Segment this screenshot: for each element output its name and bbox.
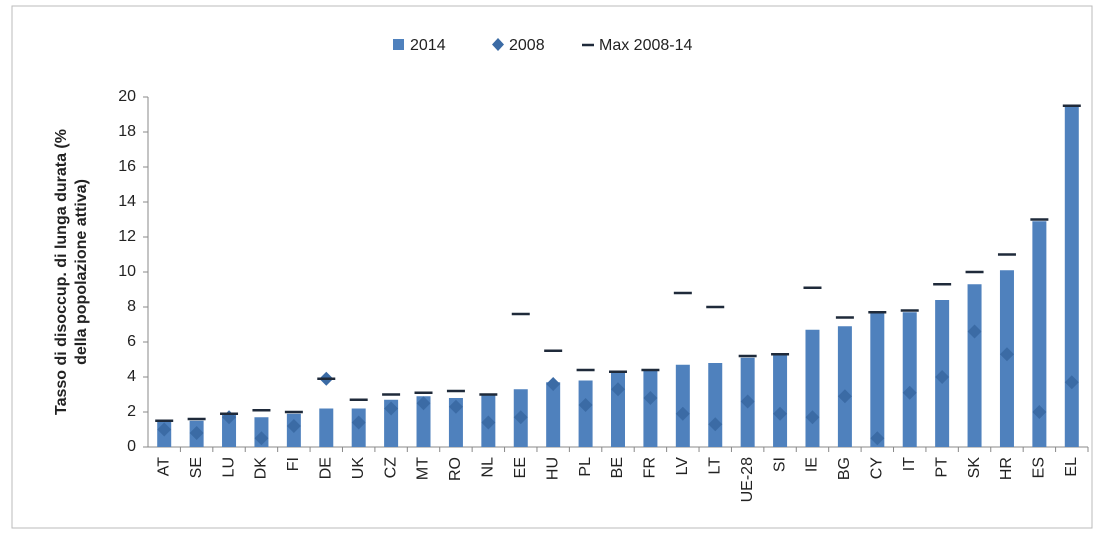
bar xyxy=(870,312,885,447)
y-tick-label: 6 xyxy=(127,333,136,350)
x-tick-label: FI xyxy=(285,457,302,471)
bar xyxy=(222,413,237,447)
legend-label: Max 2008-14 xyxy=(599,37,692,54)
diamond-marker xyxy=(578,398,593,412)
diamond-marker xyxy=(1064,375,1079,390)
y-tick-label: 10 xyxy=(118,263,136,280)
x-tick-label: LT xyxy=(706,457,723,475)
x-tick-label: FR xyxy=(642,457,659,478)
bar xyxy=(902,312,917,447)
x-tick-label: NL xyxy=(480,457,497,478)
bar xyxy=(546,382,561,447)
bar xyxy=(773,354,788,447)
x-tick-label: MT xyxy=(415,457,432,480)
diamond-marker xyxy=(967,324,982,339)
bar xyxy=(967,284,982,447)
diamond-marker xyxy=(189,426,204,440)
x-tick-label: HR xyxy=(998,457,1015,480)
diamond-marker xyxy=(999,347,1014,362)
legend-icon xyxy=(492,38,504,51)
x-tick-label: UE-28 xyxy=(739,457,756,502)
diamond-marker xyxy=(481,415,496,430)
diamond-marker xyxy=(546,377,561,391)
diamond-marker xyxy=(1032,405,1047,419)
x-tick-label: EE xyxy=(512,457,529,478)
diamond-marker xyxy=(935,370,950,384)
diamond-marker xyxy=(351,415,366,430)
bar xyxy=(416,396,431,447)
x-tick-label: BE xyxy=(609,457,626,478)
diamond-marker xyxy=(286,419,301,433)
x-tick-label: CY xyxy=(869,457,886,480)
frame xyxy=(11,5,1093,529)
x-tick-label: SE xyxy=(188,457,205,478)
diamond-marker xyxy=(837,389,852,404)
bar xyxy=(1064,105,1079,447)
x-tick-label: DE xyxy=(317,457,334,479)
x-tick-label: EL xyxy=(1063,457,1080,477)
diamond-marker xyxy=(675,406,690,421)
x-tick-label: PT xyxy=(933,457,950,478)
y-tick-label: 14 xyxy=(118,193,136,210)
x-tick-label: UK xyxy=(350,457,367,480)
diamond-marker xyxy=(643,391,658,405)
diamond-marker xyxy=(384,401,399,416)
y-tick-label: 18 xyxy=(118,123,136,140)
x-tick-label: CZ xyxy=(382,457,399,479)
y-tick-label: 4 xyxy=(127,368,136,385)
y-tick-label: 16 xyxy=(118,158,136,175)
x-tick-label: RO xyxy=(447,457,464,481)
diamond-marker xyxy=(513,410,528,425)
bar xyxy=(578,380,593,447)
x-tick-label: HU xyxy=(544,457,561,480)
y-tick-label: 8 xyxy=(127,298,136,315)
x-tick-label: AT xyxy=(155,457,172,476)
bar xyxy=(1032,221,1047,447)
diamond-marker xyxy=(773,406,788,421)
bar xyxy=(708,363,723,447)
x-tick-label: BG xyxy=(836,457,853,480)
y-axis-title: Tasso di disoccup. di lunga durata (% xyxy=(53,129,70,415)
x-tick-label: LU xyxy=(220,457,237,477)
bar xyxy=(805,329,820,447)
bar xyxy=(643,370,658,447)
x-tick-label: PL xyxy=(577,457,594,477)
diamond-marker xyxy=(902,385,917,400)
bar xyxy=(319,408,334,447)
diamond-marker xyxy=(157,422,172,437)
y-tick-label: 20 xyxy=(118,88,136,105)
x-tick-label: IT xyxy=(901,457,918,471)
x-tick-label: ES xyxy=(1031,457,1048,478)
x-tick-label: SK xyxy=(966,457,983,479)
diamond-marker xyxy=(708,417,723,432)
legend-label: 2008 xyxy=(509,37,545,54)
bar xyxy=(837,326,852,447)
y-axis-title: della popolazione attiva) xyxy=(73,179,90,365)
x-tick-label: DK xyxy=(253,457,270,480)
legend-label: 2014 xyxy=(410,37,446,54)
diamond-marker xyxy=(740,394,755,409)
bar xyxy=(675,364,690,447)
diamond-marker xyxy=(448,399,463,414)
diamond-marker xyxy=(611,382,625,397)
diamond-marker xyxy=(870,431,885,446)
y-tick-label: 12 xyxy=(118,228,136,245)
x-tick-label: LV xyxy=(674,457,691,476)
x-tick-label: IE xyxy=(804,457,821,472)
diamond-marker xyxy=(416,396,431,411)
diamond-marker xyxy=(254,431,269,446)
y-tick-label: 0 xyxy=(127,438,136,455)
y-tick-label: 2 xyxy=(127,403,136,420)
x-tick-label: SI xyxy=(771,457,788,472)
legend-icon xyxy=(393,39,404,50)
diamond-marker xyxy=(805,410,820,425)
